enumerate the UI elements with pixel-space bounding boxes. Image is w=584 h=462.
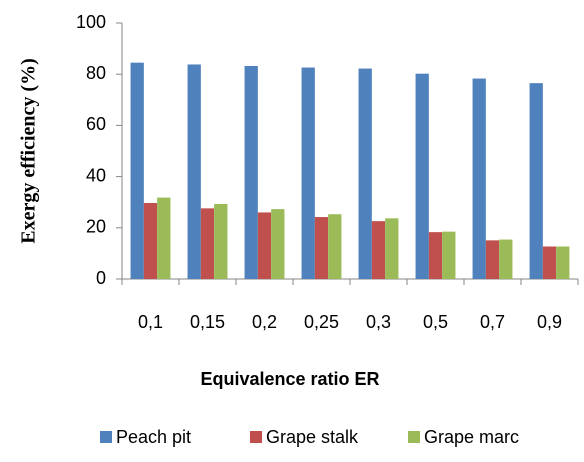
- bar: [499, 239, 513, 279]
- y-tick-label: 60: [86, 114, 106, 134]
- bar: [371, 221, 386, 279]
- bar: [301, 67, 315, 279]
- bar: [556, 246, 570, 279]
- bar: [442, 231, 456, 279]
- legend-swatch: [100, 431, 112, 443]
- bar: [328, 214, 342, 279]
- x-tick-label: 0,2: [252, 312, 277, 332]
- y-tick-label: 80: [86, 63, 106, 83]
- bar: [130, 62, 144, 280]
- bar: [200, 208, 215, 279]
- x-tick-label: 0,1: [138, 312, 163, 332]
- y-axis-label: Exergy efficiency (%): [18, 58, 40, 243]
- legend-label: Grape stalk: [266, 427, 359, 447]
- x-tick-label: 0,5: [423, 312, 448, 332]
- x-tick-label: 0,25: [304, 312, 339, 332]
- legend-label: Peach pit: [116, 427, 191, 447]
- y-tick-label: 40: [86, 165, 106, 185]
- bar: [271, 209, 285, 279]
- bar: [187, 64, 201, 279]
- x-tick-label: 0,3: [366, 312, 391, 332]
- bar: [485, 240, 500, 279]
- bar: [214, 203, 228, 279]
- bar: [314, 217, 329, 279]
- bar: [385, 218, 399, 279]
- bar: [257, 212, 272, 279]
- bar: [244, 66, 258, 280]
- bar: [529, 83, 543, 279]
- legend-swatch: [250, 431, 262, 443]
- y-tick-label: 20: [86, 217, 106, 237]
- y-tick-label: 0: [96, 268, 106, 288]
- bar: [415, 73, 429, 279]
- x-axis-label: Equivalence ratio ER: [200, 369, 379, 389]
- x-tick-label: 0,9: [537, 312, 562, 332]
- x-tick-label: 0,7: [480, 312, 505, 332]
- x-tick-label: 0,15: [190, 312, 225, 332]
- bar: [358, 68, 372, 280]
- bar: [157, 197, 171, 279]
- bar: [542, 246, 557, 279]
- y-tick-label: 100: [76, 12, 106, 32]
- legend-label: Grape marc: [424, 427, 519, 447]
- bar: [472, 78, 486, 279]
- legend-swatch: [408, 431, 420, 443]
- bar: [143, 202, 158, 279]
- bar: [428, 232, 443, 279]
